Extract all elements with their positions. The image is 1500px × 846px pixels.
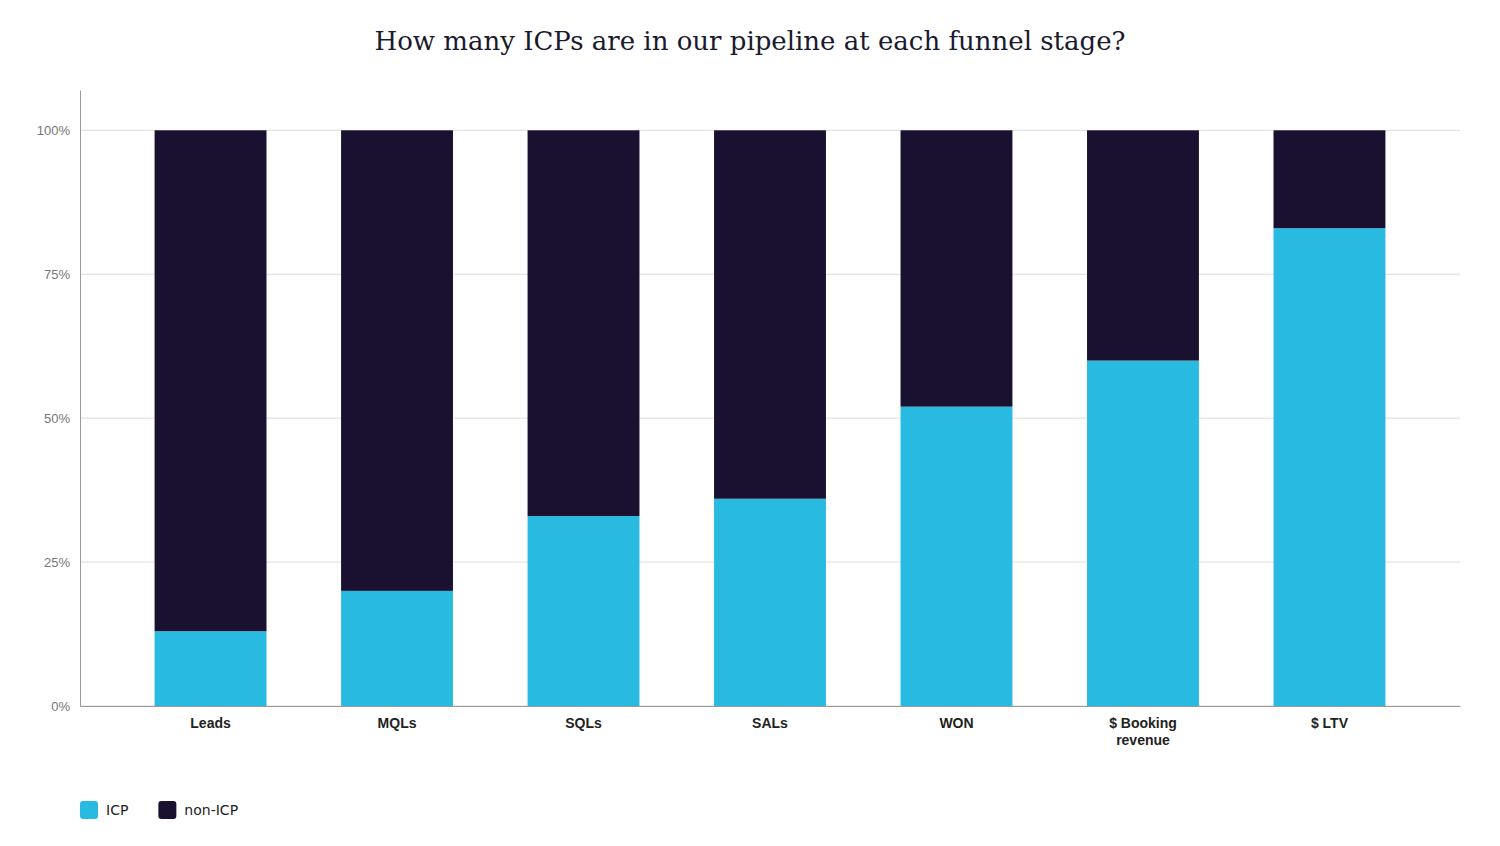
- legend-item: non-ICP: [158, 801, 238, 819]
- x-tick-label: WON: [939, 715, 973, 731]
- y-axis: 0% 25% 50% 75% 100%: [37, 91, 81, 714]
- legend: ICP non-ICP: [80, 801, 238, 819]
- x-tick-label: MQLs: [378, 715, 417, 731]
- legend-swatch: [80, 801, 98, 819]
- x-tick-label: SALs: [752, 715, 788, 731]
- bar: [1274, 228, 1386, 706]
- x-axis: Leads MQLs SQLs SALs WON $ Bookingrevenue $ LT…: [81, 706, 1461, 748]
- bar-series: [155, 130, 1386, 631]
- y-tick-label: 25%: [44, 555, 70, 570]
- title: How many ICPs are in our pipeline at eac…: [374, 26, 1125, 56]
- plot: 0% 25% 50% 75% 100% Leads MQLs SQLs SALs WON $ Boo…: [37, 91, 1461, 748]
- y-tick-label: 100%: [37, 123, 71, 138]
- y-tick-label: 75%: [44, 267, 70, 282]
- x-tick: WON: [939, 706, 973, 731]
- x-tick: $ LTV: [1311, 706, 1349, 731]
- bar: [341, 130, 453, 591]
- y-tick: 50%: [44, 411, 80, 426]
- y-tick: 100%: [37, 123, 80, 138]
- y-tick: 25%: [44, 555, 80, 570]
- x-tick-label: $ LTV: [1311, 715, 1349, 731]
- x-tick: $ Bookingrevenue: [1109, 706, 1177, 748]
- axis-line: [81, 706, 1461, 707]
- y-tick: 75%: [44, 267, 80, 282]
- bar: [155, 631, 267, 706]
- bar: [714, 499, 826, 706]
- bar: [528, 130, 640, 516]
- x-tick-label: $ Bookingrevenue: [1109, 715, 1177, 748]
- x-tick-label: Leads: [190, 715, 231, 731]
- bar: [528, 516, 640, 706]
- bar: [714, 130, 826, 498]
- bar: [901, 130, 1013, 406]
- x-tick: SQLs: [565, 706, 602, 731]
- bar: [1274, 130, 1386, 228]
- bar: [341, 591, 453, 706]
- bar: [1087, 361, 1199, 706]
- bar: [155, 130, 267, 631]
- chart: How many ICPs are in our pipeline at eac…: [0, 0, 1500, 846]
- y-tick-label: 50%: [44, 411, 70, 426]
- legend-label: ICP: [106, 802, 128, 818]
- y-tick: 0%: [51, 699, 80, 714]
- x-tick-label: SQLs: [565, 715, 602, 731]
- legend-item: ICP: [80, 801, 128, 819]
- x-tick: SALs: [752, 706, 788, 731]
- bar: [901, 407, 1013, 706]
- bars: [155, 130, 1386, 706]
- x-tick: MQLs: [378, 706, 417, 731]
- bar: [1087, 130, 1199, 360]
- x-tick: Leads: [190, 706, 231, 731]
- legend-swatch: [158, 801, 176, 819]
- grid: [80, 130, 1460, 706]
- axis-line: [80, 91, 81, 707]
- y-tick-label: 0%: [51, 699, 70, 714]
- legend-label: non-ICP: [184, 802, 238, 818]
